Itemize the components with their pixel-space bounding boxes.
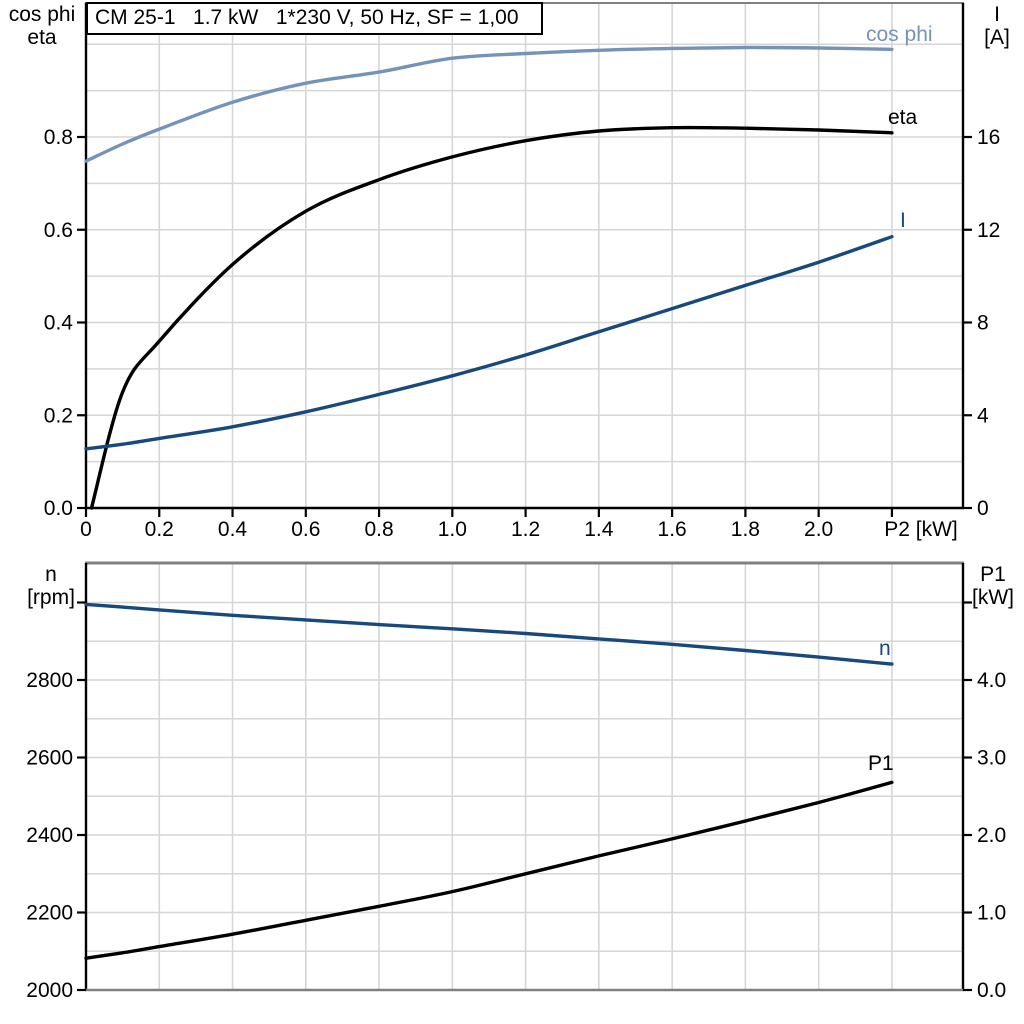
chart-title-box: CM 25-1 1.7 kW 1*230 V, 50 Hz, SF = 1,00 bbox=[86, 2, 543, 35]
bottom-left-axis-title: n [rpm] bbox=[20, 563, 82, 609]
right-axis-title-line2: [kW] bbox=[972, 586, 1014, 609]
right-tick-label: 0.0 bbox=[977, 979, 1006, 1002]
x-tick-label: 0.4 bbox=[218, 518, 248, 541]
bottom-right-axis-title: P1 [kW] bbox=[964, 563, 1022, 609]
x-axis-label: P2 [kW] bbox=[884, 518, 958, 541]
series-curve-eta bbox=[89, 125, 894, 510]
left-tick-label: 0.6 bbox=[44, 219, 73, 242]
left-tick-label: 2800 bbox=[26, 669, 73, 692]
x-tick-label: 1.2 bbox=[511, 518, 540, 541]
left-axis-title-line2: eta bbox=[27, 26, 57, 49]
left-axis-title-line1: cos phi bbox=[8, 3, 76, 26]
right-tick-label: 3.0 bbox=[977, 747, 1006, 770]
series-curve-cos-phi bbox=[84, 45, 894, 163]
curve-label-p1: P1 bbox=[868, 752, 894, 775]
left-tick-label: 0.2 bbox=[44, 404, 73, 427]
right-axis-title-line1: I bbox=[994, 3, 1000, 26]
curve-label-current: I bbox=[900, 209, 906, 232]
right-axis-title-line2: [A] bbox=[984, 26, 1010, 49]
x-tick-label: 0 bbox=[80, 518, 92, 541]
top-left-axis-title: cos phi eta bbox=[2, 3, 82, 49]
series-curve-n bbox=[84, 602, 894, 666]
left-tick-label: 2400 bbox=[26, 824, 73, 847]
right-tick-label: 4 bbox=[977, 404, 989, 427]
curve-label-speed: n bbox=[879, 637, 891, 660]
curve-label-eta: eta bbox=[888, 106, 918, 129]
left-tick-label: 0.4 bbox=[44, 312, 74, 335]
right-tick-label: 8 bbox=[977, 312, 989, 335]
right-tick-label: 12 bbox=[977, 219, 1000, 242]
right-tick-label: 0 bbox=[977, 497, 989, 520]
series-curve-P1 bbox=[84, 780, 894, 960]
x-tick-label: 1.4 bbox=[584, 518, 614, 541]
left-axis-title-line2: [rpm] bbox=[27, 586, 75, 609]
x-tick-label: 1.6 bbox=[658, 518, 687, 541]
top-right-axis-title: I [A] bbox=[972, 3, 1022, 49]
curve-label-cos-phi: cos phi bbox=[866, 23, 933, 46]
x-tick-label: 0.8 bbox=[364, 518, 393, 541]
x-tick-label: 0.6 bbox=[291, 518, 320, 541]
right-tick-label: 2.0 bbox=[977, 824, 1006, 847]
right-tick-label: 4.0 bbox=[977, 669, 1006, 692]
right-tick-label: 16 bbox=[977, 126, 1000, 149]
x-tick-label: 0.2 bbox=[145, 518, 174, 541]
series-curve-I bbox=[84, 235, 894, 451]
left-axis-title-line1: n bbox=[45, 563, 57, 586]
left-tick-label: 2200 bbox=[26, 902, 73, 925]
x-tick-label: 1.0 bbox=[438, 518, 467, 541]
left-tick-label: 0.0 bbox=[44, 497, 73, 520]
right-axis-title-line1: P1 bbox=[980, 563, 1006, 586]
x-tick-label: 1.8 bbox=[731, 518, 760, 541]
left-tick-label: 0.8 bbox=[44, 126, 73, 149]
left-tick-label: 2600 bbox=[26, 747, 73, 770]
left-tick-label: 2000 bbox=[26, 979, 73, 1002]
right-tick-label: 1.0 bbox=[977, 902, 1006, 925]
x-tick-label: 2.0 bbox=[804, 518, 833, 541]
